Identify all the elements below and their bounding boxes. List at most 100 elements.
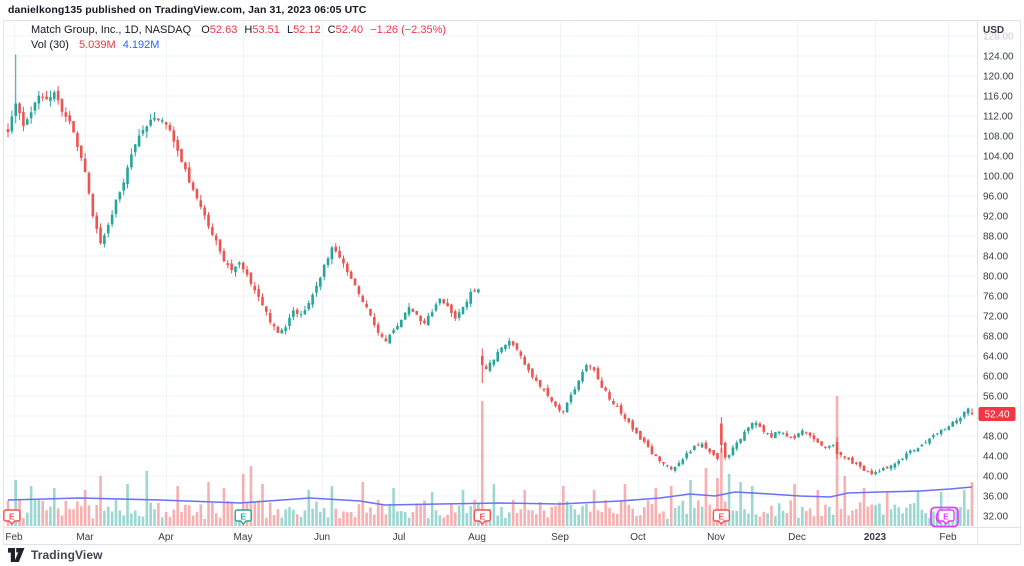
candle-body <box>284 327 287 331</box>
volume-bar <box>658 513 661 526</box>
time-axis-label[interactable]: Jun <box>314 532 330 543</box>
price-tick-label[interactable]: 36.00 <box>983 492 1008 503</box>
volume-bar <box>450 503 453 526</box>
symbol-title[interactable]: Match Group, Inc., 1D, NASDAQ <box>31 24 192 36</box>
price-tick-label[interactable]: 120.00 <box>983 72 1014 83</box>
volume-bar <box>380 504 384 526</box>
price-tick-label[interactable]: 128.00 <box>983 32 1014 43</box>
candle-body <box>585 365 588 372</box>
volume-bar <box>812 516 816 526</box>
candle-body <box>777 431 781 434</box>
price-tick-label[interactable]: 64.00 <box>983 352 1008 363</box>
high-value: 53.51 <box>252 24 280 36</box>
price-tick-label[interactable]: 92.00 <box>983 212 1008 223</box>
upcoming-earnings-highlight[interactable] <box>930 506 959 528</box>
candle-body <box>276 326 280 333</box>
candle-body <box>912 450 916 452</box>
price-tick-label[interactable]: 76.00 <box>983 292 1008 303</box>
volume-bar <box>666 518 669 526</box>
price-tick-label[interactable]: 84.00 <box>983 252 1008 263</box>
candle-body <box>492 359 496 365</box>
candle-body <box>824 446 827 449</box>
volume-bar <box>427 518 430 526</box>
time-axis-label[interactable]: Mar <box>76 532 94 543</box>
earnings-badge[interactable] <box>712 509 731 526</box>
volume-bar <box>118 510 122 526</box>
price-tick-label[interactable]: 60.00 <box>983 372 1008 383</box>
time-axis-label[interactable]: Apr <box>158 532 174 543</box>
volume-bar <box>662 511 665 526</box>
time-axis-label[interactable]: Jul <box>393 532 406 543</box>
volume-bar <box>153 509 156 526</box>
time-axis-label[interactable]: May <box>234 532 253 543</box>
candle-body <box>600 380 604 388</box>
time-axis-label[interactable]: Feb <box>939 532 957 543</box>
candle-body <box>442 299 446 304</box>
time-axis-label[interactable]: Dec <box>788 532 806 543</box>
volume-bar <box>72 509 75 526</box>
volume-bar <box>465 513 469 526</box>
price-tick-label[interactable]: 32.00 <box>983 512 1008 523</box>
brand-name[interactable]: TradingView <box>31 548 103 562</box>
earnings-badge[interactable] <box>473 509 491 526</box>
candle-body <box>446 303 449 307</box>
low-value: 52.12 <box>293 24 321 36</box>
candle-body <box>947 426 951 430</box>
candle-body <box>550 397 553 402</box>
price-tick-label[interactable]: 96.00 <box>983 192 1008 203</box>
price-tick-label[interactable]: 72.00 <box>983 312 1008 323</box>
price-tick-label[interactable]: 108.00 <box>983 132 1014 143</box>
price-tick-label[interactable]: 48.00 <box>983 432 1008 443</box>
volume-label[interactable]: Vol (30) <box>31 39 69 51</box>
time-axis-label[interactable]: Oct <box>630 532 646 543</box>
candle-body <box>157 118 160 121</box>
price-tick-label[interactable]: 44.00 <box>983 452 1008 463</box>
volume-bar <box>781 510 785 526</box>
candle-body <box>349 271 353 279</box>
time-axis-label[interactable]: 2023 <box>864 532 887 543</box>
price-tick-label[interactable]: 88.00 <box>983 232 1008 243</box>
candle-body <box>245 269 249 275</box>
volume-bar <box>99 476 102 526</box>
time-axis-label[interactable]: Sep <box>551 532 569 543</box>
time-axis-label[interactable]: Nov <box>707 532 725 543</box>
price-tick-label[interactable]: 40.00 <box>983 472 1008 483</box>
price-tick-label[interactable]: 104.00 <box>983 152 1014 163</box>
price-tick-label[interactable]: 112.00 <box>983 112 1013 123</box>
earnings-badge[interactable] <box>937 509 955 526</box>
price-tick-label[interactable]: 56.00 <box>983 392 1008 403</box>
volume-bar <box>218 517 222 526</box>
price-tick-label[interactable]: 124.00 <box>983 52 1014 63</box>
candle-body <box>184 162 187 170</box>
volume-bar <box>133 510 137 526</box>
volume-bar <box>623 484 627 526</box>
time-axis-label[interactable]: Feb <box>5 532 23 543</box>
volume-bar <box>461 490 465 526</box>
candle-body <box>565 402 569 413</box>
price-tick-label[interactable]: 116.00 <box>983 92 1013 103</box>
candle-body <box>110 214 114 225</box>
candle-body <box>307 302 311 310</box>
candle-body <box>83 158 87 172</box>
candle-body <box>137 135 141 147</box>
volume-bar <box>500 506 503 526</box>
candle-body <box>18 103 21 114</box>
volume-bar <box>346 512 349 526</box>
candle-body <box>646 440 650 447</box>
candle-body <box>268 312 272 323</box>
candle-body <box>650 446 654 454</box>
volume-bar <box>457 505 461 526</box>
candle-body <box>303 310 307 315</box>
tradingview-logo-icon[interactable] <box>8 548 25 562</box>
volume-bar <box>720 448 723 526</box>
price-tick-label[interactable]: 100.00 <box>983 172 1014 183</box>
price-tick-label[interactable]: 80.00 <box>983 272 1008 283</box>
time-axis-label[interactable]: Aug <box>468 532 486 543</box>
candle-body <box>889 465 893 469</box>
volume-bar <box>322 508 326 526</box>
price-tick-label[interactable]: 68.00 <box>983 332 1008 343</box>
candle-body <box>681 459 685 464</box>
earnings-badge[interactable] <box>234 509 252 526</box>
earnings-badge[interactable] <box>3 509 21 526</box>
